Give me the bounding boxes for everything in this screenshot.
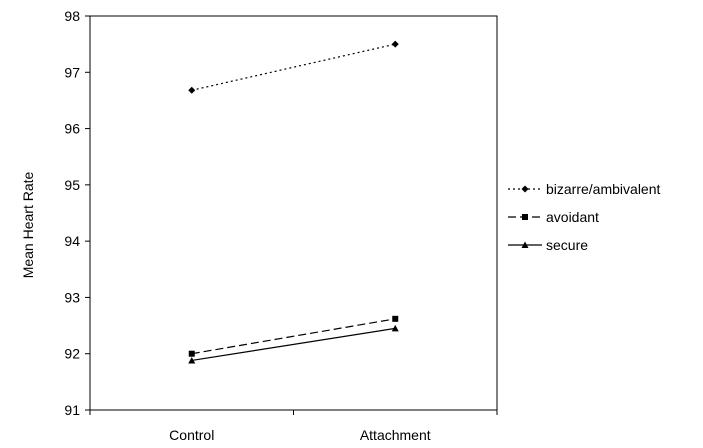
data-point — [188, 356, 196, 364]
y-tick-label: 97 — [64, 64, 80, 80]
y-tick-label: 96 — [64, 121, 80, 137]
y-tick-label: 94 — [64, 233, 80, 249]
series-line — [191, 327, 396, 362]
y-tick-label: 95 — [64, 177, 80, 193]
y-axis-label: Mean Heart Rate — [20, 171, 36, 278]
legend-label: secure — [546, 237, 588, 253]
legend: bizarre/ambivalent avoidant secure — [508, 181, 660, 253]
plot-area — [89, 15, 498, 411]
x-tick-label: Attachment — [360, 427, 431, 443]
y-tick-label: 91 — [64, 402, 80, 418]
data-point — [188, 350, 195, 357]
plot-border — [89, 15, 498, 411]
x-axis: Control Attachment — [89, 410, 498, 443]
y-tick-label: 93 — [64, 289, 80, 305]
legend-item: secure — [508, 237, 588, 253]
legend-label: avoidant — [546, 209, 599, 225]
series-secure — [188, 324, 399, 364]
series-layer — [188, 40, 399, 364]
legend-item: bizarre/ambivalent — [508, 181, 660, 197]
data-point — [391, 40, 399, 48]
data-point — [391, 324, 399, 332]
y-axis: 91 92 93 94 95 96 97 98 — [64, 8, 90, 418]
series-avoidant — [188, 315, 399, 357]
x-tick-label: Control — [169, 427, 214, 443]
data-point — [188, 86, 196, 94]
series-line — [191, 318, 396, 355]
y-tick-label: 92 — [64, 346, 80, 362]
series-bizarre-ambivalent — [188, 40, 399, 94]
legend-swatch-marker — [521, 241, 529, 248]
y-tick-label: 98 — [64, 8, 80, 24]
legend-swatch-marker — [521, 185, 529, 193]
legend-item: avoidant — [508, 209, 599, 225]
data-point — [392, 315, 399, 322]
legend-label: bizarre/ambivalent — [546, 181, 660, 197]
legend-swatch-marker — [522, 214, 528, 220]
